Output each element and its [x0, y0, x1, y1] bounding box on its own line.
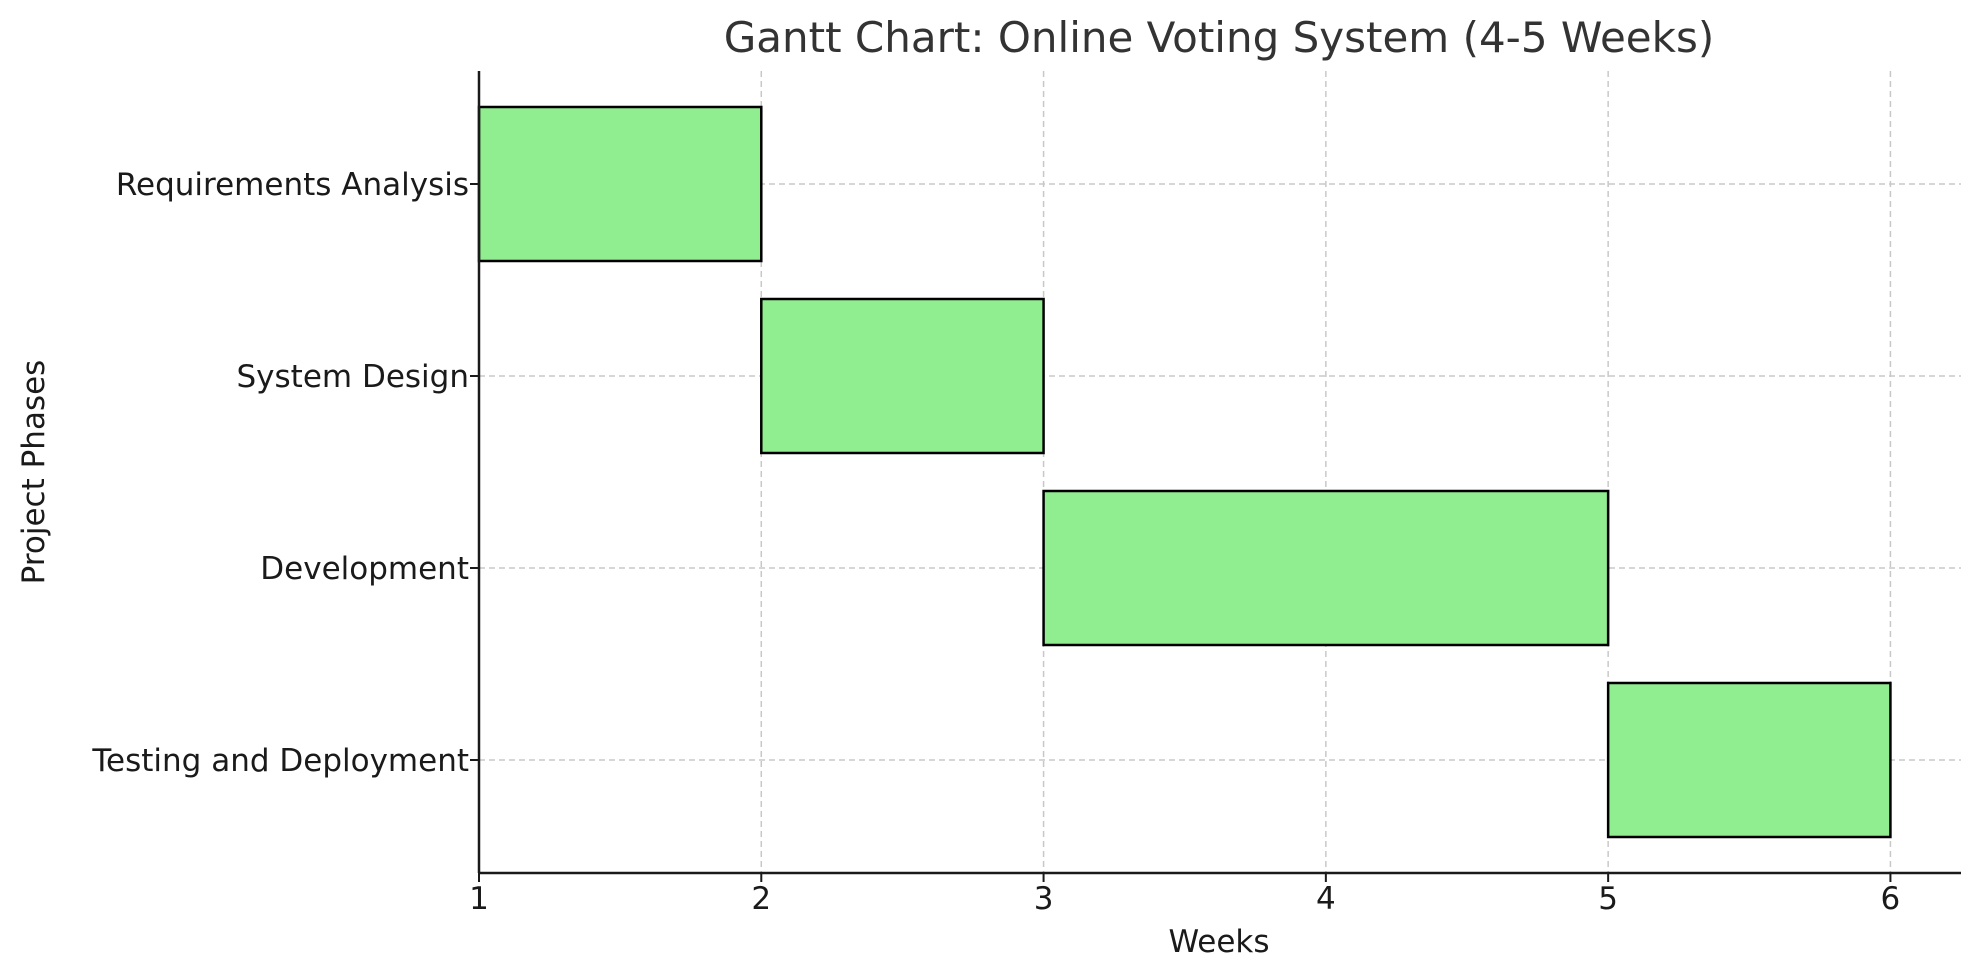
x-tick-label: 2: [751, 881, 771, 917]
x-tick-label: 3: [1034, 881, 1054, 917]
gantt-bars: [477, 105, 1892, 839]
x-ticks: 1 2 3 4 5 6: [469, 873, 1900, 917]
gantt-bar: [477, 105, 763, 263]
gantt-bar: [1606, 681, 1892, 839]
gantt-bar: [760, 297, 1045, 455]
y-axis-label: Project Phases: [16, 360, 52, 585]
chart-title: Gantt Chart: Online Voting System (4-5 W…: [724, 13, 1715, 62]
gantt-bar: [1042, 489, 1610, 647]
x-tick-label: 1: [469, 881, 489, 917]
x-axis-label: Weeks: [1168, 924, 1269, 960]
x-tick-label: 5: [1598, 881, 1618, 917]
x-tick-label: 4: [1316, 881, 1336, 917]
y-tick-label: System Design: [237, 359, 470, 395]
y-tick-label: Requirements Analysis: [116, 167, 469, 203]
y-ticks: Requirements Analysis System Design Develo…: [91, 167, 479, 779]
y-tick-label: Testing and Deployment: [91, 743, 469, 779]
y-tick-label: Development: [260, 551, 469, 587]
x-tick-label: 6: [1881, 881, 1901, 917]
